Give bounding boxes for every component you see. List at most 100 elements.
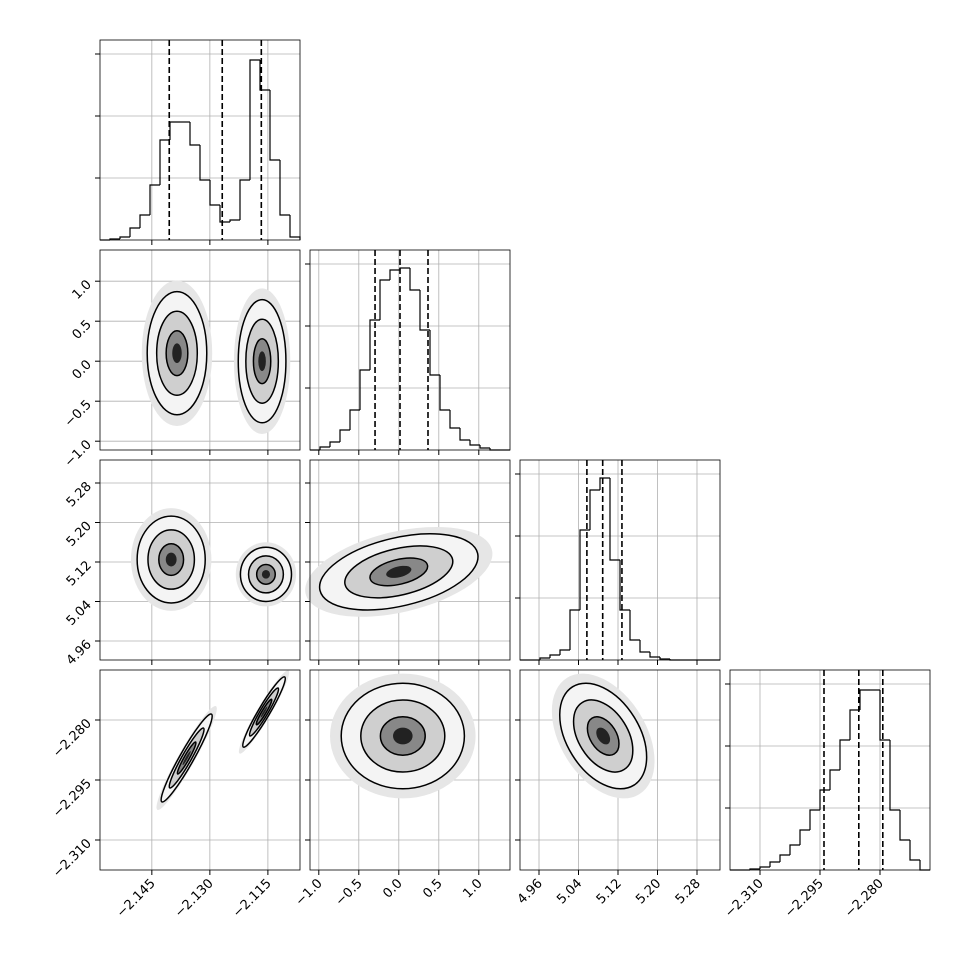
histogram-step <box>339 429 350 442</box>
histogram-step <box>219 205 230 223</box>
histogram-step <box>659 657 670 660</box>
histogram-step <box>359 369 370 410</box>
x-tick-label: −2.115 <box>230 876 275 921</box>
panel-frame <box>99 669 301 871</box>
histogram-step <box>199 145 210 181</box>
density-contour <box>386 565 412 578</box>
histogram-step <box>169 121 180 140</box>
histogram-step <box>909 840 920 861</box>
density-contour <box>261 570 271 579</box>
histogram-step <box>819 789 830 810</box>
histogram-step <box>319 446 330 450</box>
histogram-step <box>369 319 380 370</box>
histogram-step <box>449 410 460 429</box>
x-tick-label: 5.28 <box>673 876 704 907</box>
histogram-step <box>349 409 360 430</box>
histogram-step <box>209 180 220 206</box>
histogram-step <box>379 279 390 320</box>
y-tick-label: −2.280 <box>50 716 95 761</box>
histogram-step <box>879 690 890 741</box>
histogram-step <box>759 866 770 869</box>
histogram-step <box>539 657 550 660</box>
histogram-step <box>809 809 820 830</box>
histogram-step <box>559 649 570 655</box>
x-tick-label: −2.145 <box>114 876 159 921</box>
x-tick-label: −2.130 <box>172 876 217 921</box>
histogram-step <box>159 139 170 185</box>
histogram-step <box>119 236 130 239</box>
x-tick-label: −0.5 <box>333 876 366 909</box>
histogram-step <box>799 829 810 845</box>
x-tick-label: 0.0 <box>380 876 405 901</box>
y-tick-label: 1.0 <box>70 277 95 302</box>
y-tick-label: −1.0 <box>62 437 95 470</box>
y-tick-label: −2.295 <box>50 776 95 821</box>
histogram-step <box>889 740 900 811</box>
histogram-step <box>569 609 580 650</box>
panel-frame <box>99 459 301 661</box>
density-contour <box>596 727 611 745</box>
histogram-step <box>279 160 290 216</box>
histogram-step <box>429 330 440 376</box>
histogram-step <box>829 769 840 790</box>
histogram-step <box>779 854 790 862</box>
histogram-step <box>899 810 910 841</box>
density-contour <box>182 750 191 765</box>
panel-frame <box>99 39 301 241</box>
histogram-step <box>329 441 340 447</box>
histogram-step <box>919 860 930 871</box>
y-tick-label: 5.04 <box>64 598 95 629</box>
x-tick-label: 5.12 <box>594 876 625 907</box>
density-contour <box>258 351 266 372</box>
histogram-step <box>609 478 620 561</box>
histogram-step <box>849 709 860 740</box>
histogram-step <box>639 640 650 653</box>
histogram-step <box>769 861 780 867</box>
histogram-step <box>409 268 420 291</box>
histogram-step <box>439 375 450 411</box>
y-tick-label: 0.5 <box>70 317 95 342</box>
panel-frame <box>99 249 301 451</box>
y-tick-label: 5.20 <box>64 519 95 550</box>
density-contour <box>260 706 268 718</box>
x-tick-label: 4.96 <box>515 876 546 907</box>
histogram-step <box>149 184 160 215</box>
density-contour <box>393 727 413 745</box>
x-tick-label: −2.295 <box>782 876 827 921</box>
histogram-step <box>789 844 800 855</box>
histogram-step <box>129 227 140 237</box>
x-tick-label: −1.0 <box>293 876 326 909</box>
y-tick-label: 5.12 <box>64 558 95 589</box>
y-tick-label: −2.310 <box>50 836 95 881</box>
histogram-step <box>269 90 280 161</box>
panel-frame <box>519 459 721 661</box>
histogram-step <box>259 60 270 91</box>
x-tick-label: 1.0 <box>460 876 485 901</box>
panel-frame <box>309 459 511 661</box>
panel-frame <box>309 249 511 451</box>
panel-frame <box>309 669 511 871</box>
x-tick-label: −2.280 <box>842 876 887 921</box>
histogram-step <box>249 59 260 180</box>
x-tick-label: 0.5 <box>420 876 445 901</box>
panel-frame <box>519 669 721 871</box>
histogram-step <box>839 739 850 770</box>
panel-frame <box>729 669 931 871</box>
histogram-step <box>649 652 660 658</box>
x-tick-label: −2.310 <box>722 876 767 921</box>
histogram-step <box>629 610 640 641</box>
histogram-step <box>619 560 630 611</box>
density-contour <box>172 343 182 364</box>
histogram-step <box>229 219 240 222</box>
histogram-step <box>589 489 600 530</box>
histogram-step <box>549 654 560 658</box>
histogram-step <box>859 689 870 710</box>
x-tick-label: 5.20 <box>633 876 664 907</box>
y-tick-label: 4.96 <box>64 637 95 668</box>
histogram-step <box>599 477 610 490</box>
histogram-step <box>189 122 200 146</box>
y-tick-label: −0.5 <box>62 397 95 430</box>
histogram-step <box>469 440 480 446</box>
